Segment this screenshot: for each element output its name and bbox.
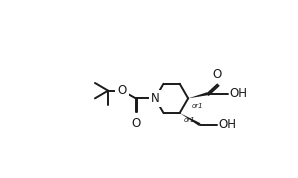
Text: O: O [213,68,222,81]
Text: OH: OH [229,87,247,100]
Text: N: N [151,92,159,105]
Text: O: O [117,84,127,97]
Polygon shape [188,92,208,98]
Text: or1: or1 [192,103,204,109]
Polygon shape [180,113,201,126]
Text: OH: OH [218,118,236,131]
Text: O: O [131,117,140,130]
Text: or1: or1 [184,117,195,123]
